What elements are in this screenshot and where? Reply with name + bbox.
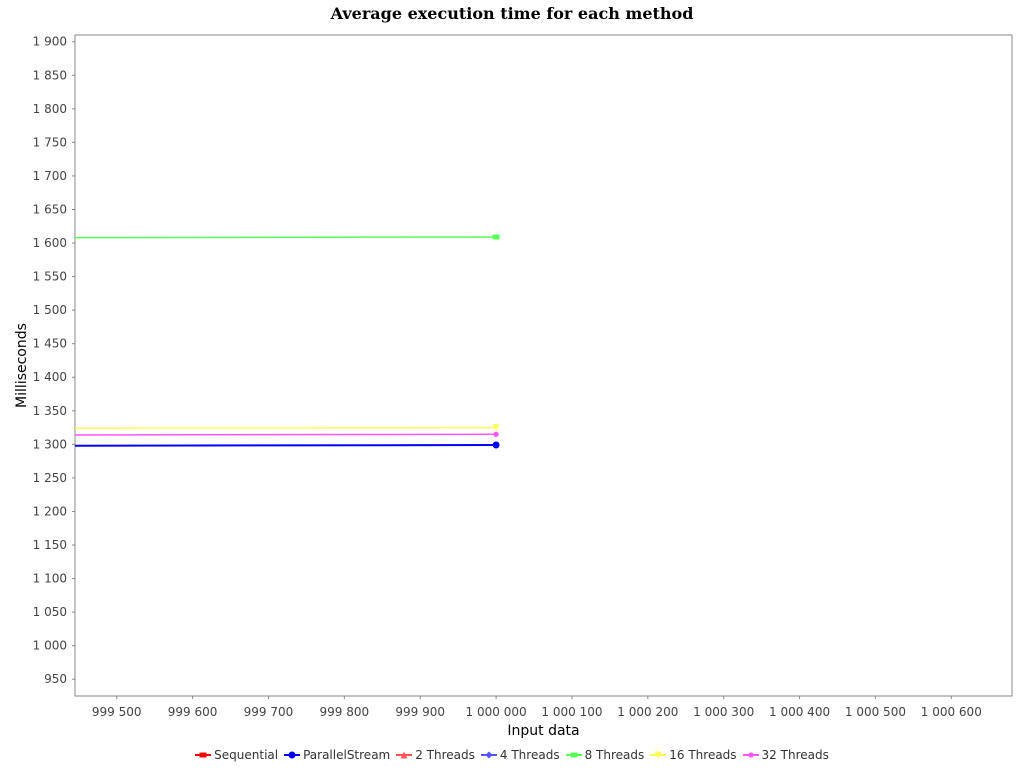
legend-item: ParallelStream — [284, 748, 390, 762]
legend-label: ParallelStream — [303, 748, 391, 762]
legend-item: 4 Threads — [480, 748, 560, 762]
y-tick-label: 1 050 — [33, 605, 67, 619]
legend-label: 32 Threads — [761, 748, 829, 762]
legend-item: 16 Threads — [650, 748, 737, 762]
series-point — [747, 752, 754, 758]
y-tick-label: 1 000 — [33, 639, 67, 653]
legend-swatch — [650, 751, 667, 759]
x-tick-label: 1 000 000 — [466, 705, 527, 719]
legend-label: 2 Threads — [415, 748, 475, 762]
x-axis-title: Input data — [507, 723, 579, 739]
y-axis-title: Milliseconds — [14, 323, 30, 408]
legend-label: Sequential — [214, 748, 279, 762]
x-tick-label: 999 800 — [320, 705, 370, 719]
series-line — [74, 236, 497, 239]
series-line — [74, 444, 497, 447]
series-layer — [74, 234, 500, 449]
x-tick-label: 1 000 500 — [845, 705, 906, 719]
series-point — [485, 751, 493, 759]
y-tick-label: 1 650 — [33, 202, 67, 216]
y-tick-label: 1 100 — [33, 572, 67, 586]
y-tick-label: 1 500 — [33, 303, 67, 317]
y-tick-label: 1 800 — [33, 102, 67, 116]
x-tick-label: 999 700 — [244, 705, 294, 719]
y-tick-label: 1 200 — [33, 504, 67, 518]
legend-item: 32 Threads — [742, 748, 829, 762]
y-tick-label: 1 450 — [33, 337, 67, 351]
x-tick-label: 999 500 — [92, 705, 142, 719]
y-tick-label: 1 300 — [33, 437, 67, 451]
series-point — [570, 752, 578, 758]
legend-swatch — [396, 751, 413, 759]
legend-item: 8 Threads — [565, 748, 645, 762]
plot-area — [74, 34, 1013, 697]
legend-swatch — [742, 752, 759, 758]
x-axis: 999 500 999 600 999 700 999 800 999 900 1 000… — [92, 696, 982, 719]
x-tick-label: 1 000 400 — [769, 705, 830, 719]
x-tick-label: 1 000 300 — [693, 705, 754, 719]
x-tick-label: 1 000 200 — [617, 705, 678, 719]
series-16-threads — [74, 424, 500, 432]
legend-swatch — [565, 752, 582, 758]
series-32-threads — [74, 431, 499, 437]
series-line — [74, 433, 497, 436]
series-point — [492, 424, 500, 432]
legend-swatch — [284, 751, 301, 759]
series-point — [654, 751, 662, 759]
series-point — [199, 752, 207, 758]
legend-label: 8 Threads — [584, 748, 645, 762]
x-tick-label: 1 000 600 — [921, 705, 982, 719]
series-point — [493, 431, 499, 437]
x-tick-label: 999 900 — [395, 705, 445, 719]
legend-swatch — [480, 751, 497, 759]
series-point — [492, 441, 500, 449]
legend: Sequential ParallelStream 2 Threads 4 Threa… — [0, 748, 1024, 762]
series-parallelstream — [74, 441, 500, 449]
y-tick-label: 1 600 — [33, 236, 67, 250]
y-tick-label: 1 150 — [33, 538, 67, 552]
y-tick-label: 1 550 — [33, 270, 67, 284]
legend-item: Sequential — [195, 748, 278, 762]
legend-label: 16 Threads — [669, 748, 737, 762]
y-tick-label: 950 — [44, 672, 67, 686]
y-tick-label: 1 900 — [33, 35, 67, 49]
y-tick-label: 1 750 — [33, 135, 67, 149]
y-axis: 950 1 000 1 050 1 100 1 150 1 200 1 250 1 300 1 … — [33, 35, 75, 686]
y-tick-label: 1 350 — [33, 404, 67, 418]
y-tick-label: 1 400 — [33, 370, 67, 384]
y-tick-label: 1 700 — [33, 169, 67, 183]
series-point — [492, 234, 500, 240]
chart-title: Average execution time for each method — [330, 4, 694, 23]
y-tick-label: 1 250 — [33, 471, 67, 485]
series-line — [74, 426, 497, 429]
series-8-threads — [74, 234, 500, 240]
x-tick-label: 999 600 — [168, 705, 218, 719]
series-point — [400, 751, 408, 759]
legend-swatch — [195, 752, 212, 758]
series-point — [288, 751, 296, 759]
legend-label: 4 Threads — [499, 748, 560, 762]
y-tick-label: 1 850 — [33, 68, 67, 82]
x-tick-label: 1 000 100 — [541, 705, 602, 719]
legend-item: 2 Threads — [396, 748, 475, 762]
